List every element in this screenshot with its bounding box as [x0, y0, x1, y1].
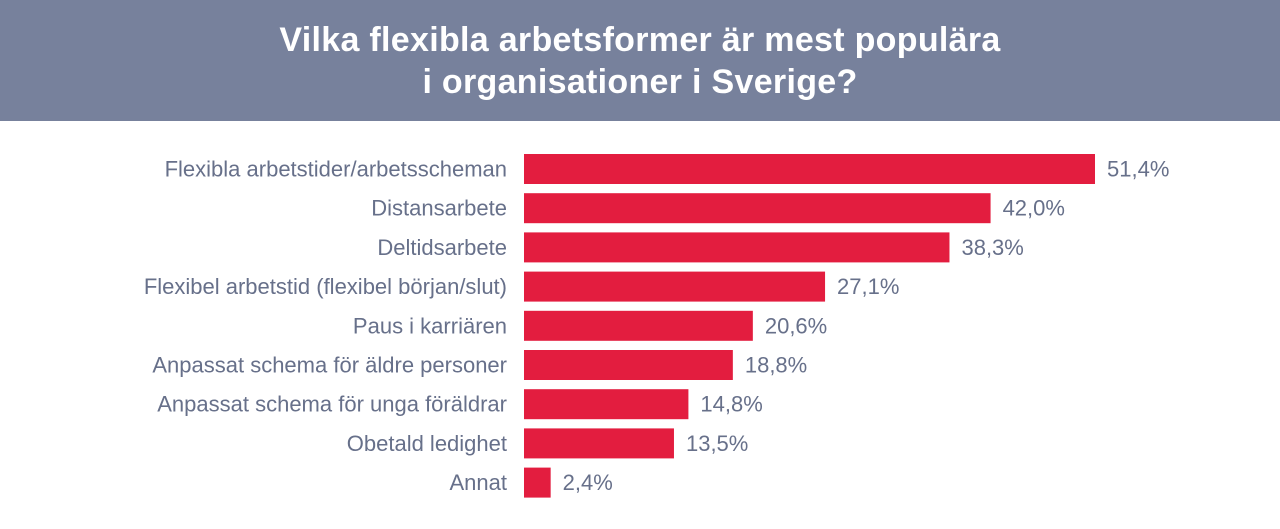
category-label: Paus i karriären: [353, 313, 507, 338]
bar: [524, 193, 991, 224]
value-label: 20,6%: [765, 313, 827, 338]
value-label: 51,4%: [1107, 157, 1169, 182]
category-label: Distansarbete: [371, 196, 507, 221]
bar: [524, 271, 826, 302]
bar-chart: Flexibla arbetstider/arbetsscheman 51,4% D…: [144, 154, 1169, 498]
bar: [524, 350, 733, 380]
bar: [524, 428, 674, 459]
bar: [524, 389, 689, 420]
value-label: 14,8%: [700, 392, 762, 417]
chart-header: Vilka flexibla arbetsformer är mest popu…: [0, 0, 1280, 121]
category-label: Anpassat schema för unga föräldrar: [157, 392, 507, 417]
value-label: 2,4%: [563, 470, 613, 495]
value-label: 18,8%: [745, 353, 807, 378]
value-label: 27,1%: [837, 274, 899, 299]
category-label: Flexibla arbetstider/arbetsscheman: [165, 157, 507, 182]
category-label: Annat: [450, 470, 508, 495]
value-label: 13,5%: [686, 431, 748, 456]
category-label: Flexibel arbetstid (flexibel början/slut…: [144, 274, 507, 299]
value-label: 42,0%: [1003, 196, 1065, 221]
chart-title-line-2: i organisationer i Sverige?: [422, 62, 858, 101]
bar: [524, 310, 753, 341]
category-label: Deltidsarbete: [377, 235, 507, 260]
bar: [524, 154, 1095, 184]
chart-title-line-1: Vilka flexibla arbetsformer är mest popu…: [279, 20, 1001, 59]
bar: [524, 467, 551, 498]
category-label: Anpassat schema för äldre personer: [152, 353, 507, 378]
value-label: 38,3%: [961, 235, 1023, 260]
bar: [524, 232, 950, 263]
category-label: Obetald ledighet: [347, 431, 507, 456]
